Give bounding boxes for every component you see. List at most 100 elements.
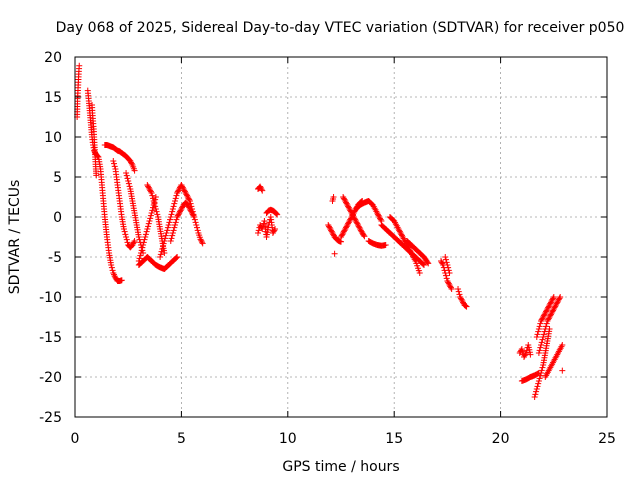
data-point bbox=[111, 160, 118, 167]
data-point bbox=[445, 267, 452, 274]
data-point bbox=[147, 212, 154, 219]
data-point bbox=[344, 222, 351, 228]
data-point bbox=[420, 262, 427, 268]
data-point bbox=[521, 352, 528, 359]
data-point bbox=[555, 296, 562, 303]
data-point bbox=[174, 214, 181, 220]
data-point bbox=[123, 170, 130, 176]
data-point bbox=[146, 186, 153, 192]
data-point bbox=[542, 323, 549, 330]
data-point bbox=[157, 254, 164, 260]
data-point bbox=[448, 286, 455, 292]
data-point bbox=[342, 226, 349, 232]
data-point bbox=[535, 350, 542, 356]
data-point bbox=[543, 320, 550, 327]
data-point bbox=[345, 219, 352, 226]
data-point bbox=[258, 186, 265, 193]
data-point bbox=[346, 206, 353, 212]
data-point bbox=[257, 184, 264, 191]
data-point bbox=[538, 342, 545, 348]
data-point bbox=[547, 299, 554, 306]
data-point bbox=[177, 207, 184, 214]
series-blip-12.1 bbox=[329, 194, 337, 204]
data-point bbox=[168, 211, 175, 218]
data-point bbox=[136, 255, 143, 262]
series-arc-4.0-5.0 bbox=[157, 182, 185, 260]
series-cluster-3.0-4.8 bbox=[135, 254, 181, 272]
data-point bbox=[374, 210, 381, 216]
data-point bbox=[149, 207, 156, 214]
data-point bbox=[174, 212, 181, 219]
data-point bbox=[395, 226, 402, 232]
data-point bbox=[181, 187, 188, 194]
data-point bbox=[162, 232, 169, 239]
x-tick-label: 5 bbox=[177, 431, 186, 447]
data-point bbox=[535, 326, 542, 332]
data-point bbox=[549, 308, 556, 315]
data-point bbox=[537, 320, 544, 327]
series-arc-5.0-6.0 bbox=[178, 182, 206, 247]
data-point bbox=[382, 242, 389, 248]
data-point bbox=[533, 386, 540, 392]
data-point bbox=[269, 230, 276, 236]
series-blip-8.7 bbox=[255, 183, 266, 194]
data-point bbox=[176, 208, 183, 215]
data-point bbox=[142, 231, 149, 238]
data-point bbox=[146, 218, 153, 224]
data-point bbox=[274, 211, 281, 218]
data-point bbox=[172, 222, 179, 228]
data-point bbox=[396, 228, 403, 235]
data-point bbox=[257, 183, 264, 190]
data-point bbox=[554, 299, 561, 306]
data-point bbox=[328, 227, 335, 234]
data-point bbox=[176, 210, 183, 216]
data-point bbox=[559, 342, 566, 348]
data-point bbox=[184, 194, 191, 200]
data-point bbox=[147, 215, 154, 222]
data-point bbox=[131, 238, 138, 244]
data-point bbox=[190, 212, 197, 219]
y-tick-label: -15 bbox=[39, 330, 62, 346]
data-point bbox=[161, 250, 168, 256]
data-point bbox=[521, 354, 528, 360]
series-arc-1.8-2.8 bbox=[110, 158, 138, 251]
series-arc-11.9-12.5 bbox=[325, 222, 344, 245]
data-point bbox=[377, 215, 384, 222]
data-point bbox=[175, 187, 182, 194]
data-point bbox=[377, 216, 384, 223]
y-tick-label: 5 bbox=[53, 170, 62, 186]
data-point bbox=[542, 326, 549, 332]
data-point bbox=[538, 367, 545, 374]
data-point bbox=[540, 314, 547, 320]
series-arc-21.6-22.3 bbox=[531, 326, 553, 400]
data-point bbox=[552, 302, 559, 308]
data-point bbox=[255, 227, 262, 234]
data-point bbox=[118, 277, 125, 284]
data-point bbox=[406, 247, 413, 254]
data-point bbox=[342, 199, 349, 206]
y-tick-labels: 20 15 10 5 0 -5 -10 -15 -20 -25 bbox=[39, 50, 62, 426]
data-point bbox=[547, 311, 554, 318]
data-point bbox=[340, 228, 347, 235]
data-point bbox=[111, 163, 118, 170]
data-point bbox=[545, 315, 552, 322]
data-point bbox=[527, 351, 534, 358]
data-point bbox=[360, 232, 367, 239]
data-point bbox=[128, 160, 135, 167]
data-point bbox=[169, 230, 176, 236]
data-point bbox=[144, 226, 151, 232]
data-point bbox=[444, 278, 451, 284]
data-point bbox=[420, 261, 427, 268]
data-point bbox=[184, 192, 191, 199]
x-tick-labels: 0 5 10 15 20 25 bbox=[71, 431, 616, 447]
data-point bbox=[446, 270, 453, 276]
data-point bbox=[270, 228, 277, 235]
data-point bbox=[162, 235, 169, 242]
data-point bbox=[340, 195, 347, 202]
data-point bbox=[523, 350, 530, 356]
data-point bbox=[340, 194, 347, 200]
data-point bbox=[545, 303, 552, 310]
data-point bbox=[139, 244, 146, 251]
data-point bbox=[345, 203, 352, 210]
y-axis-label: SDTVAR / TECUs bbox=[7, 180, 23, 295]
